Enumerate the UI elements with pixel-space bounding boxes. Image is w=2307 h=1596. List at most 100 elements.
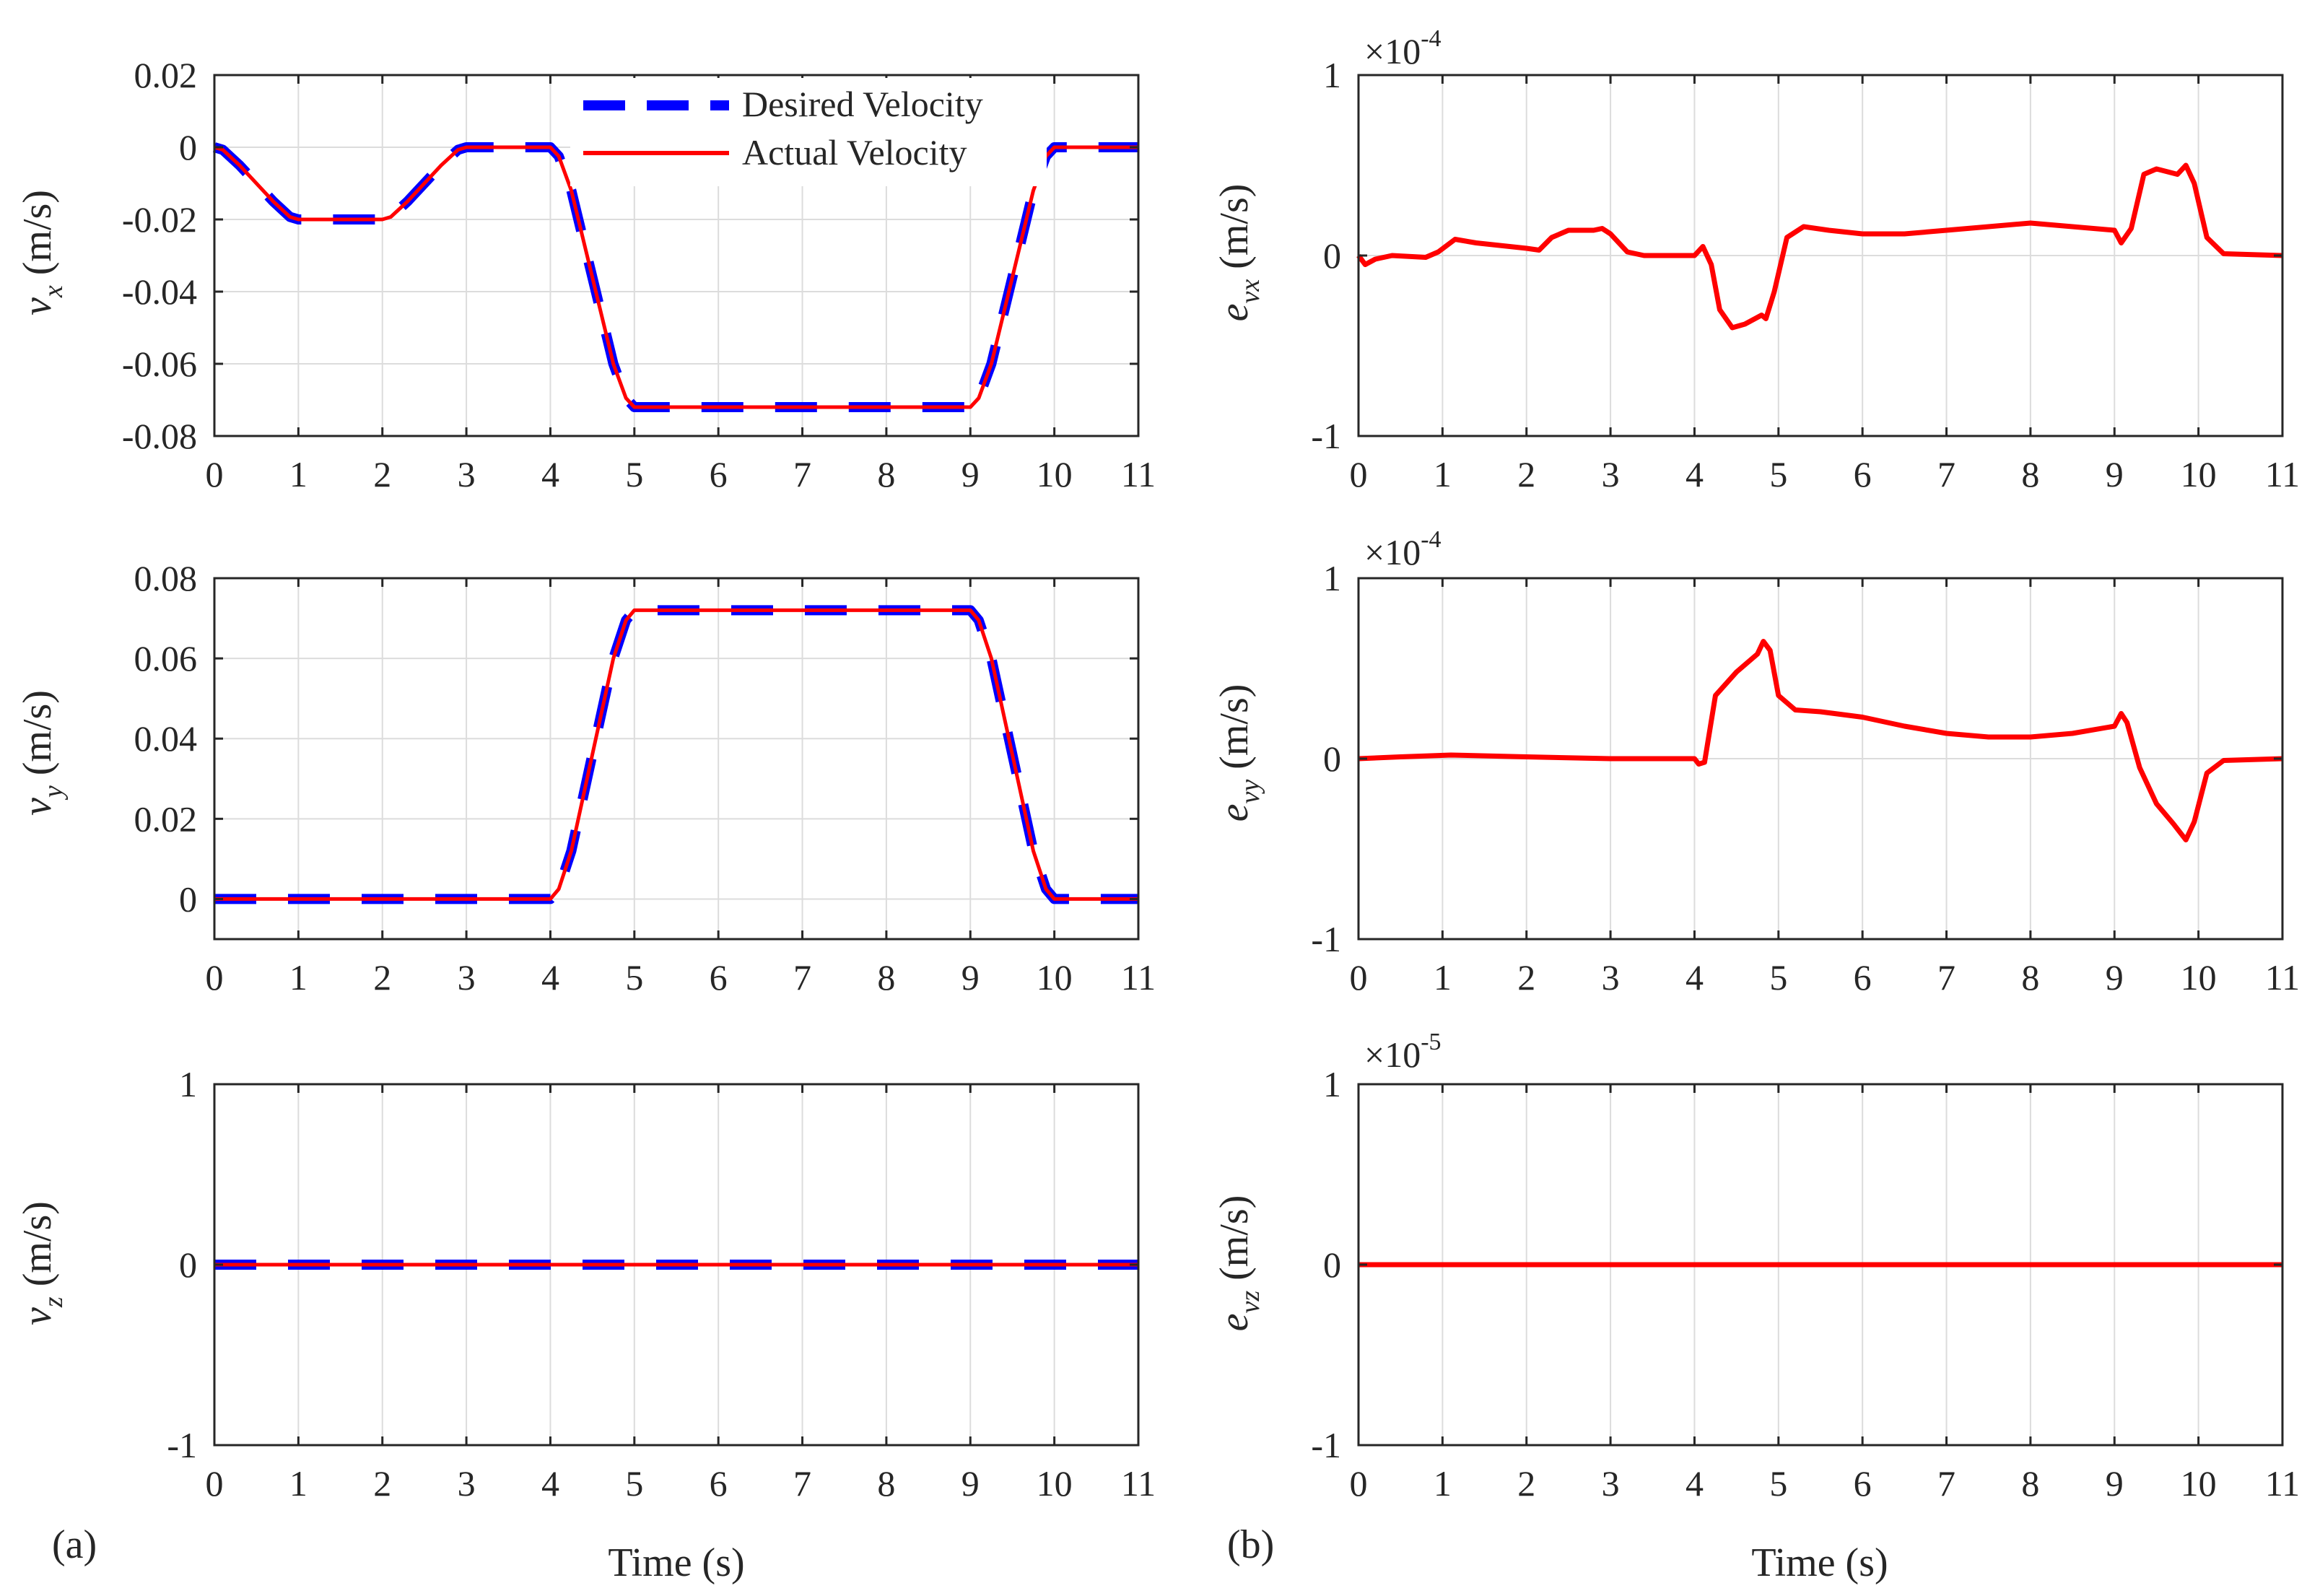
evy-xtick-label: 9 xyxy=(2106,957,2124,998)
evz-xtick-label: 9 xyxy=(2106,1463,2124,1504)
vx-xtick-label: 6 xyxy=(710,454,728,494)
evx-xtick-label: 0 xyxy=(1350,454,1368,494)
evx-exponent: ×10-4 xyxy=(1364,25,1442,71)
evz-xtick-label: 1 xyxy=(1434,1463,1452,1504)
vz-ytick-label: 1 xyxy=(179,1064,197,1104)
vx-ylabel: vx (m/s) xyxy=(15,190,69,315)
legend-box xyxy=(570,78,1047,186)
vz-xlabel: Time (s) xyxy=(608,1540,744,1585)
vx-xtick-label: 8 xyxy=(877,454,895,494)
vy-ytick-label: 0.04 xyxy=(134,718,198,759)
vz-xtick-label: 4 xyxy=(541,1463,559,1504)
vz-xtick-label: 1 xyxy=(289,1463,308,1504)
vy-xtick-label: 7 xyxy=(793,957,811,998)
vz-xtick-label: 2 xyxy=(373,1463,391,1504)
vz-xtick-label: 6 xyxy=(710,1463,728,1504)
legend: Desired Velocity Actual Velocity xyxy=(570,78,1047,186)
vx-ytick-label: -0.08 xyxy=(122,416,197,456)
vx-series xyxy=(212,142,1138,412)
vy-axes-box xyxy=(213,577,1140,941)
evz-xlabel: Time (s) xyxy=(1751,1540,1888,1585)
evx-series xyxy=(1356,162,2283,331)
vx-xtick-label: 2 xyxy=(373,454,391,494)
vy-xtick-label: 11 xyxy=(1121,957,1156,998)
vx-xtick-label: 4 xyxy=(541,454,559,494)
evy-exponent: ×10-4 xyxy=(1364,526,1442,572)
evx-xtick-label: 7 xyxy=(1937,454,1955,494)
vx-xtick-label: 1 xyxy=(289,454,308,494)
evz-xtick-label: 5 xyxy=(1769,1463,1787,1504)
evx-xtick-label: 8 xyxy=(2021,454,2039,494)
evy-xtick-label: 10 xyxy=(2181,957,2217,998)
vx-plot: 0 1 2 3 4 5 6 7 8 9 10 110.020-0.02-0.04-0.06-0.08 … xyxy=(15,55,1156,494)
vy-ticks: 0 1 2 3 4 5 6 7 8 9 10 11 0.08 0.06 0.04 0.02 0 xyxy=(134,558,1156,998)
evx-xtick-label: 5 xyxy=(1769,454,1787,494)
vx-series-actual-velocity xyxy=(214,145,1138,409)
vy-ytick-label: 0.02 xyxy=(134,798,198,839)
vz-xtick-label: 11 xyxy=(1121,1463,1156,1504)
vx-xtick-label: 3 xyxy=(458,454,476,494)
evz-xtick-label: 11 xyxy=(2265,1463,2300,1504)
vy-ytick-label: 0.06 xyxy=(134,638,198,679)
vy-series-actual-velocity xyxy=(214,608,1138,901)
panel-label-b: (b) xyxy=(1227,1522,1274,1567)
evy-xtick-label: 11 xyxy=(2265,957,2300,998)
vx-axes xyxy=(213,74,1140,437)
vx-ytick-label: 0 xyxy=(179,127,197,167)
evx-ytick-label: 0 xyxy=(1323,235,1341,276)
vy-ylabel: vy (m/s) xyxy=(15,690,69,816)
vy-xtick-label: 1 xyxy=(289,957,308,998)
evz-ylabel: evz (m/s) xyxy=(1212,1195,1265,1332)
evx-xtick-label: 3 xyxy=(1602,454,1620,494)
vz-ytick-label: 0 xyxy=(179,1244,197,1285)
evy-xtick-label: 1 xyxy=(1434,957,1452,998)
vx-ytick-label: -0.02 xyxy=(122,199,197,240)
vx-xtick-label: 9 xyxy=(961,454,980,494)
evz-xtick-label: 6 xyxy=(1854,1463,1872,1504)
evy-xtick-label: 8 xyxy=(2021,957,2039,998)
evx-series-velocity-error xyxy=(1356,162,2283,331)
vx-xtick-label: 0 xyxy=(206,454,224,494)
evx-xtick-label: 6 xyxy=(1854,454,1872,494)
evz-exponent: ×10-5 xyxy=(1364,1029,1442,1075)
evz-ytick-label: 0 xyxy=(1323,1244,1341,1285)
evx-ytick-label: -1 xyxy=(1311,416,1341,456)
vz-ylabel: vz (m/s) xyxy=(15,1201,69,1325)
vx-xtick-label: 10 xyxy=(1037,454,1073,494)
evz-xtick-label: 8 xyxy=(2021,1463,2039,1504)
evy-xtick-label: 7 xyxy=(1937,957,1955,998)
evx-grid xyxy=(1359,75,2282,436)
vy-plot: 0 1 2 3 4 5 6 7 8 9 10 11 0.08 0.06 0.04 0.02 0 vy (m/s) xyxy=(15,558,1156,998)
vz-xtick-label: 5 xyxy=(625,1463,643,1504)
evz-xtick-label: 7 xyxy=(1937,1463,1955,1504)
evz-ytick-label: -1 xyxy=(1311,1425,1341,1465)
legend-actual-label: Actual Velocity xyxy=(742,132,967,173)
vy-ytick-label: 0.08 xyxy=(134,558,198,598)
vy-xtick-label: 0 xyxy=(206,957,224,998)
vx-xtick-label: 7 xyxy=(793,454,811,494)
evx-xtick-label: 10 xyxy=(2181,454,2217,494)
evz-xtick-label: 2 xyxy=(1517,1463,1535,1504)
vz-xtick-label: 8 xyxy=(877,1463,895,1504)
evy-xtick-label: 2 xyxy=(1517,957,1535,998)
vy-ytick-label: 0 xyxy=(179,878,197,919)
evy-ylabel: evy (m/s) xyxy=(1212,684,1265,822)
evy-xtick-label: 3 xyxy=(1602,957,1620,998)
vx-axes-box xyxy=(213,74,1140,437)
evy-xtick-label: 0 xyxy=(1350,957,1368,998)
evx-xtick-label: 4 xyxy=(1685,454,1704,494)
evx-ytick-label: 1 xyxy=(1323,55,1341,95)
vz-xtick-label: 10 xyxy=(1037,1463,1073,1504)
panel-label-a: (a) xyxy=(52,1522,97,1567)
evy-xtick-label: 6 xyxy=(1854,957,1872,998)
vz-xtick-label: 3 xyxy=(458,1463,476,1504)
vz-xtick-label: 0 xyxy=(206,1463,224,1504)
vy-axes xyxy=(213,577,1140,941)
evy-ytick-label: 0 xyxy=(1323,738,1341,779)
evy-ytick-label: -1 xyxy=(1311,919,1341,959)
